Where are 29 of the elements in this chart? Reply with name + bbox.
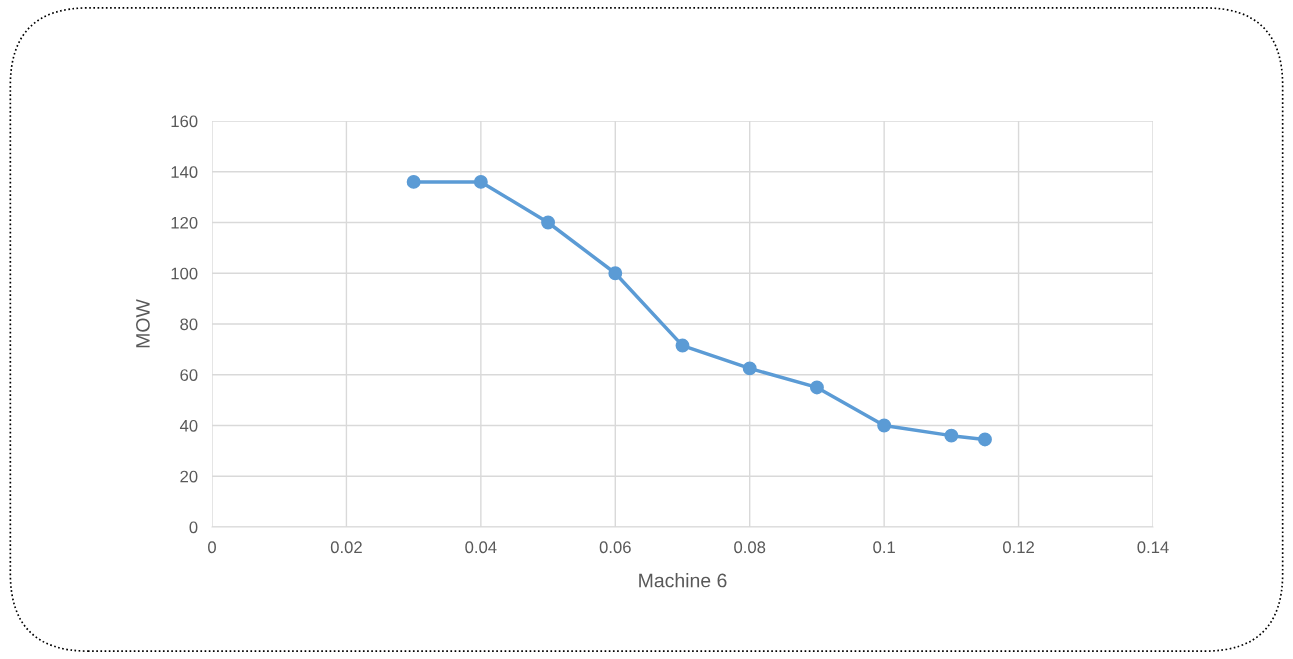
y-tick-label: 40	[179, 419, 198, 432]
y-tick-label: 160	[171, 115, 198, 128]
x-tick-label: 0.1	[873, 541, 895, 554]
y-tick-label: 60	[180, 369, 198, 381]
x-tick-label: 0	[208, 541, 216, 554]
x-tick-label: 0.04	[465, 541, 497, 554]
point	[473, 174, 488, 189]
x-axis-title: Machine 6	[639, 573, 727, 588]
x-tick-label: 0.12	[1003, 541, 1034, 554]
point	[541, 215, 556, 230]
x-tick-label: 0.08	[734, 541, 766, 554]
point	[742, 361, 757, 376]
y-tick-label: 80	[180, 318, 198, 331]
point	[608, 266, 623, 281]
y-tick-label: 120	[171, 216, 198, 229]
point	[944, 428, 959, 443]
x-tick-label: 0.06	[599, 541, 631, 554]
y-tick-label: 0	[189, 521, 198, 534]
point	[809, 380, 824, 395]
x-tick-label: 0.14	[1137, 541, 1169, 554]
point	[675, 338, 690, 353]
y-tick-label: 140	[171, 166, 198, 178]
point	[877, 418, 892, 433]
x-tick-label: 0.02	[330, 541, 362, 554]
point	[406, 174, 421, 189]
y-tick-label: 100	[171, 267, 198, 280]
y-tick-label: 20	[180, 470, 198, 483]
y-axis-title: MOW	[136, 299, 150, 348]
point	[978, 432, 992, 447]
